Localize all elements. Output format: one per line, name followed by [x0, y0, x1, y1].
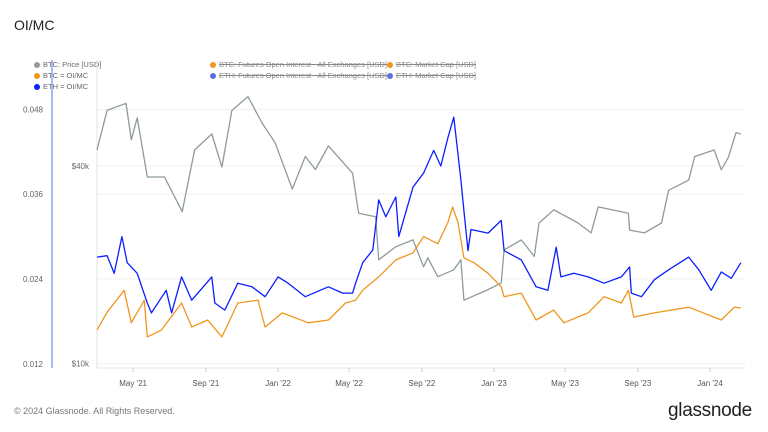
legend-item-eth-mc[interactable]: ETH: Market Cap [USD]: [387, 71, 476, 80]
x-tick-label: May '22: [335, 379, 363, 388]
legend-dot: [34, 61, 40, 68]
legend-label: ETH: Market Cap [USD]: [396, 71, 477, 80]
series-line-btc-oi-mc: [96, 206, 741, 338]
x-axis-ticks: May '21 Sep '21 Jan '22 May '22 Sep '22 Jan '…: [119, 368, 723, 388]
x-tick-label: Sep '21: [192, 379, 219, 388]
right-axis-ticks: $10k $40k: [72, 162, 90, 369]
legend-item-btc-price[interactable]: BTC: Price [USD]: [34, 60, 101, 69]
copyright: © 2024 Glassnode. All Rights Reserved.: [14, 406, 175, 416]
legend-dot: [210, 72, 216, 79]
left-tick-label: 0.012: [23, 360, 44, 369]
left-tick-label: 0.024: [23, 275, 44, 284]
gridlines: [97, 108, 745, 365]
left-tick-label: 0.048: [23, 105, 44, 114]
x-tick-label: Sep '22: [408, 379, 435, 388]
glassnode-logo: glassnode: [668, 400, 752, 421]
legend-label: ETH = OI/MC: [43, 82, 89, 91]
legend-label: BTC: Futures Open Interest - All Exchang…: [219, 60, 387, 69]
legend-dot: [34, 83, 40, 90]
legend-item-btc-mc[interactable]: BTC: Market Cap [USD]: [387, 60, 476, 69]
x-tick-label: Jan '22: [265, 379, 291, 388]
x-tick-label: Jan '24: [697, 379, 723, 388]
legend-dot: [387, 72, 393, 79]
series-line-btc-price-usd: [96, 95, 741, 301]
series-line-eth-oi-mc: [96, 116, 742, 314]
legend-label: BTC: Price [USD]: [43, 60, 102, 69]
x-tick-label: Sep '23: [624, 379, 651, 388]
legend-dot: [210, 61, 216, 68]
legend-item-btc-oimc[interactable]: BTC = OI/MC: [34, 71, 88, 80]
legend-label: BTC: Market Cap [USD]: [396, 60, 477, 69]
legend-label: BTC = OI/MC: [43, 71, 89, 80]
right-tick-label: $10k: [72, 360, 90, 369]
x-tick-label: May '23: [551, 379, 579, 388]
legend-dot: [387, 61, 393, 68]
left-tick-label: 0.036: [23, 190, 44, 199]
legend-dot: [34, 72, 40, 79]
legend-item-btc-oi[interactable]: BTC: Futures Open Interest - All Exchang…: [210, 60, 387, 69]
legend-label: ETH: Futures Open Interest - All Exchang…: [219, 71, 387, 80]
page-title: OI/MC: [14, 17, 55, 33]
series-lines: [96, 95, 742, 338]
legend-item-eth-oi[interactable]: ETH: Futures Open Interest - All Exchang…: [210, 71, 387, 80]
legend-item-eth-oimc[interactable]: ETH = OI/MC: [34, 82, 88, 91]
right-tick-label: $40k: [72, 162, 90, 171]
left-axis-ticks: 0.012 0.024 0.036 0.048: [23, 105, 44, 368]
x-tick-label: May '21: [119, 379, 147, 388]
x-tick-label: Jan '23: [481, 379, 507, 388]
